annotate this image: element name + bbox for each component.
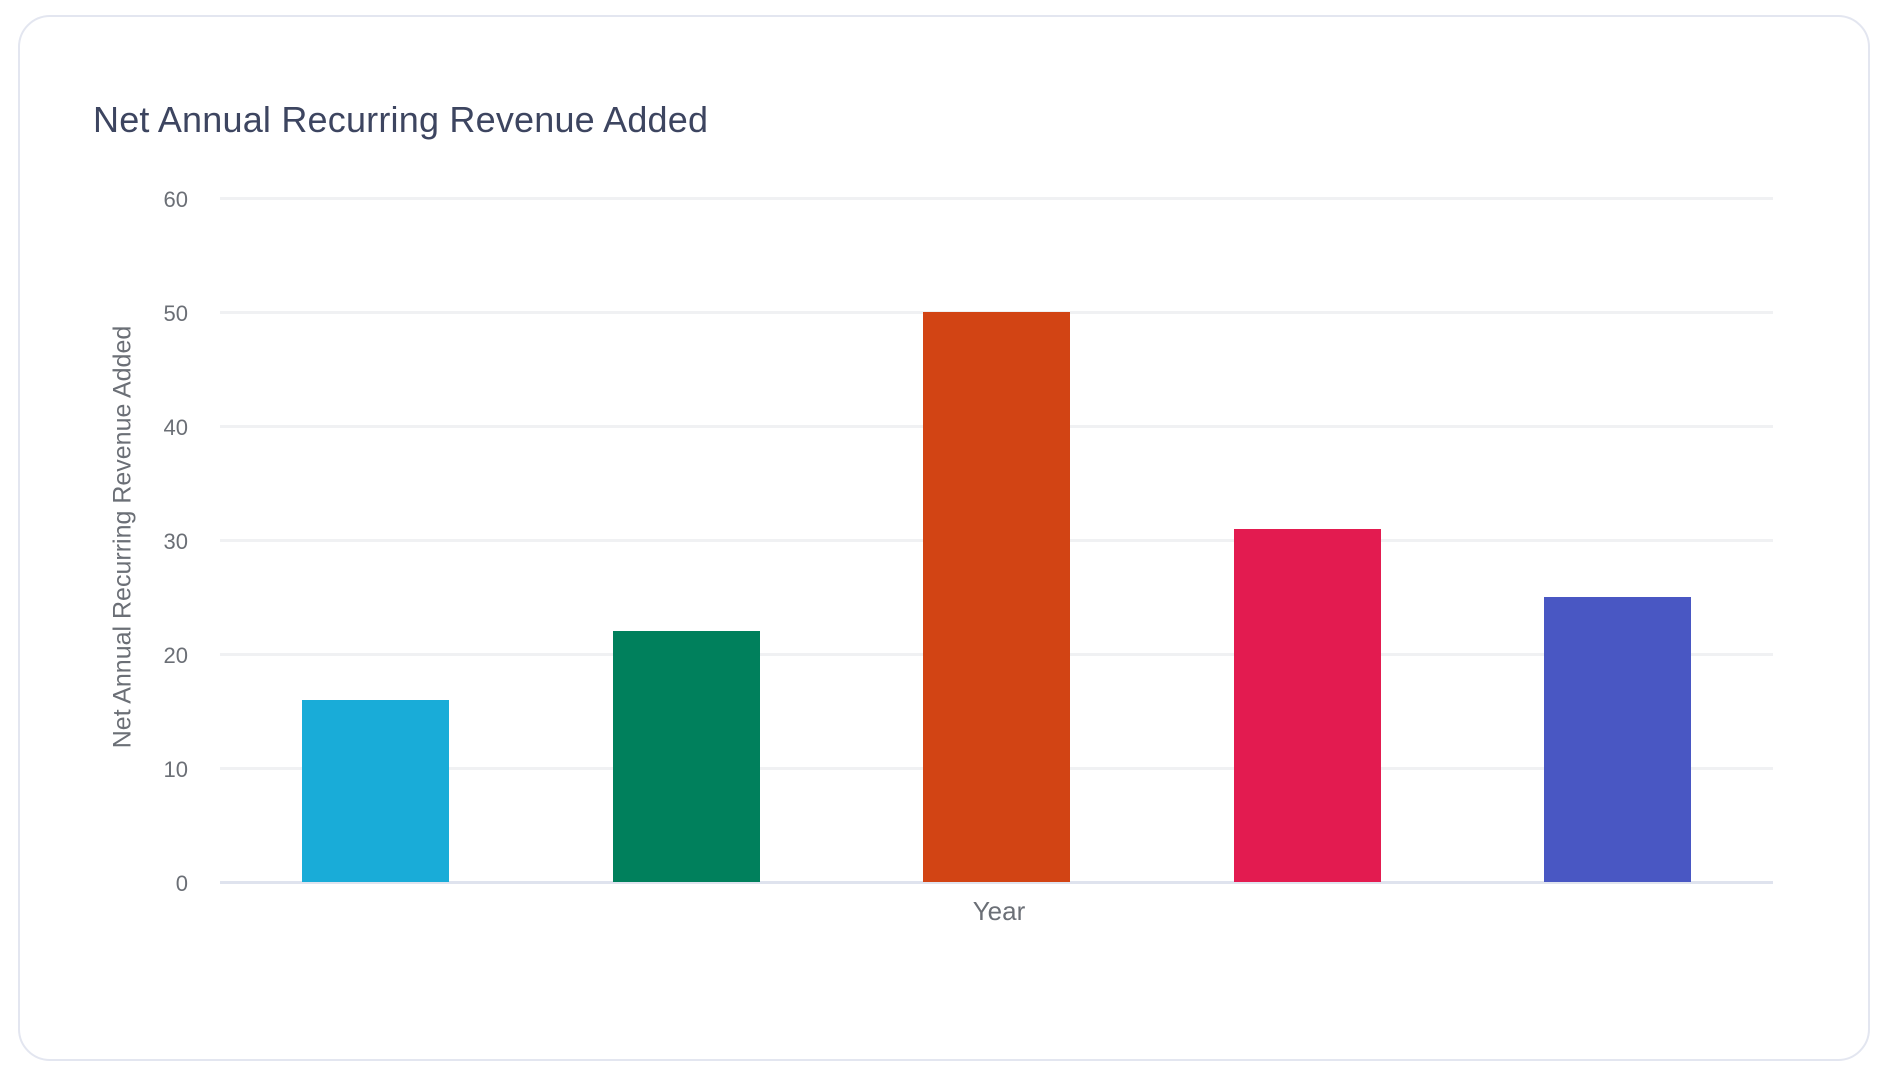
bar[interactable]: [302, 699, 449, 882]
y-axis-label: Net Annual Recurring Revenue Added: [108, 325, 137, 749]
y-tick-label: 0: [175, 871, 188, 896]
y-tick-label: 60: [163, 187, 188, 212]
y-tick-label: 30: [163, 529, 188, 554]
y-tick-label: 40: [163, 415, 188, 440]
gridline: [220, 197, 1773, 200]
bar[interactable]: [923, 312, 1070, 882]
bar[interactable]: [1233, 528, 1381, 882]
chart-title: Net Annual Recurring Revenue Added: [93, 99, 709, 140]
gridline: [220, 881, 1773, 884]
y-tick-label: 10: [163, 757, 188, 782]
y-tick-label: 20: [163, 643, 188, 668]
y-tick-label: 50: [163, 301, 188, 326]
x-axis-label: Year: [972, 896, 1026, 926]
bar[interactable]: [1544, 597, 1691, 882]
bar[interactable]: [612, 631, 760, 882]
